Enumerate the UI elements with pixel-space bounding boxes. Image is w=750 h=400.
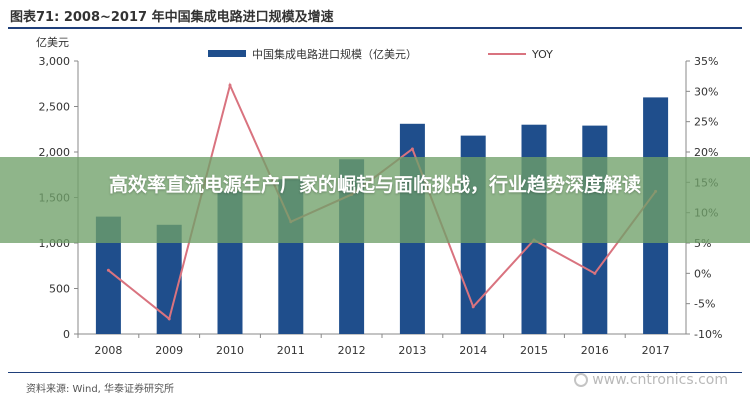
- watermark-text: www.cntronics.com: [592, 372, 728, 388]
- source-rule: [8, 372, 742, 373]
- x-tick-label: 2011: [277, 344, 305, 357]
- figure-title: 图表71: 2008~2017 年中国集成电路进口规模及增速: [10, 10, 334, 25]
- headline-banner: [0, 157, 750, 243]
- yoy-point-2009: [167, 317, 171, 321]
- yoy-point-2016: [593, 271, 597, 275]
- x-tick-label: 2015: [520, 344, 548, 357]
- left-tick-label: 3,000: [39, 55, 71, 68]
- source-note: 资料来源: Wind, 华泰证券研究所: [26, 384, 175, 395]
- left-tick-label: 2,500: [39, 101, 71, 114]
- x-tick-label: 2010: [216, 344, 244, 357]
- watermark-logo-icon: [574, 373, 589, 387]
- left-axis-label: 亿美元: [36, 36, 69, 49]
- left-tick-label: 500: [49, 283, 70, 296]
- right-tick-label: 0%: [694, 267, 711, 280]
- title-rule: [8, 27, 742, 29]
- x-tick-label: 2009: [155, 344, 183, 357]
- watermark: www.cntronics.com: [574, 372, 728, 388]
- right-tick-label: -10%: [694, 328, 722, 341]
- right-tick-label: -5%: [694, 298, 715, 311]
- legend-bar-label: 中国集成电路进口规模（亿美元）: [252, 47, 417, 61]
- left-tick-label: 2,000: [39, 146, 71, 159]
- headline-text: 高效率直流电源生产厂家的崛起与面临挑战，行业趋势深度解读: [108, 174, 641, 196]
- right-tick-label: 30%: [694, 85, 718, 98]
- left-tick-label: 0: [63, 328, 70, 341]
- x-tick-label: 2014: [459, 344, 487, 357]
- x-tick-label: 2016: [581, 344, 609, 357]
- yoy-point-2010: [228, 83, 232, 87]
- x-tick-label: 2013: [398, 344, 426, 357]
- right-tick-label: 25%: [694, 116, 718, 129]
- x-tick-label: 2017: [642, 344, 670, 357]
- x-tick-label: 2012: [338, 344, 366, 357]
- yoy-point-2014: [471, 305, 475, 309]
- x-tick-label: 2008: [94, 344, 122, 357]
- right-tick-label: 20%: [694, 146, 718, 159]
- right-tick-label: 35%: [694, 55, 718, 68]
- legend-line-label: YOY: [531, 48, 553, 61]
- legend-bar-swatch: [208, 50, 246, 57]
- yoy-point-2008: [106, 268, 110, 272]
- yoy-point-2013: [410, 147, 414, 151]
